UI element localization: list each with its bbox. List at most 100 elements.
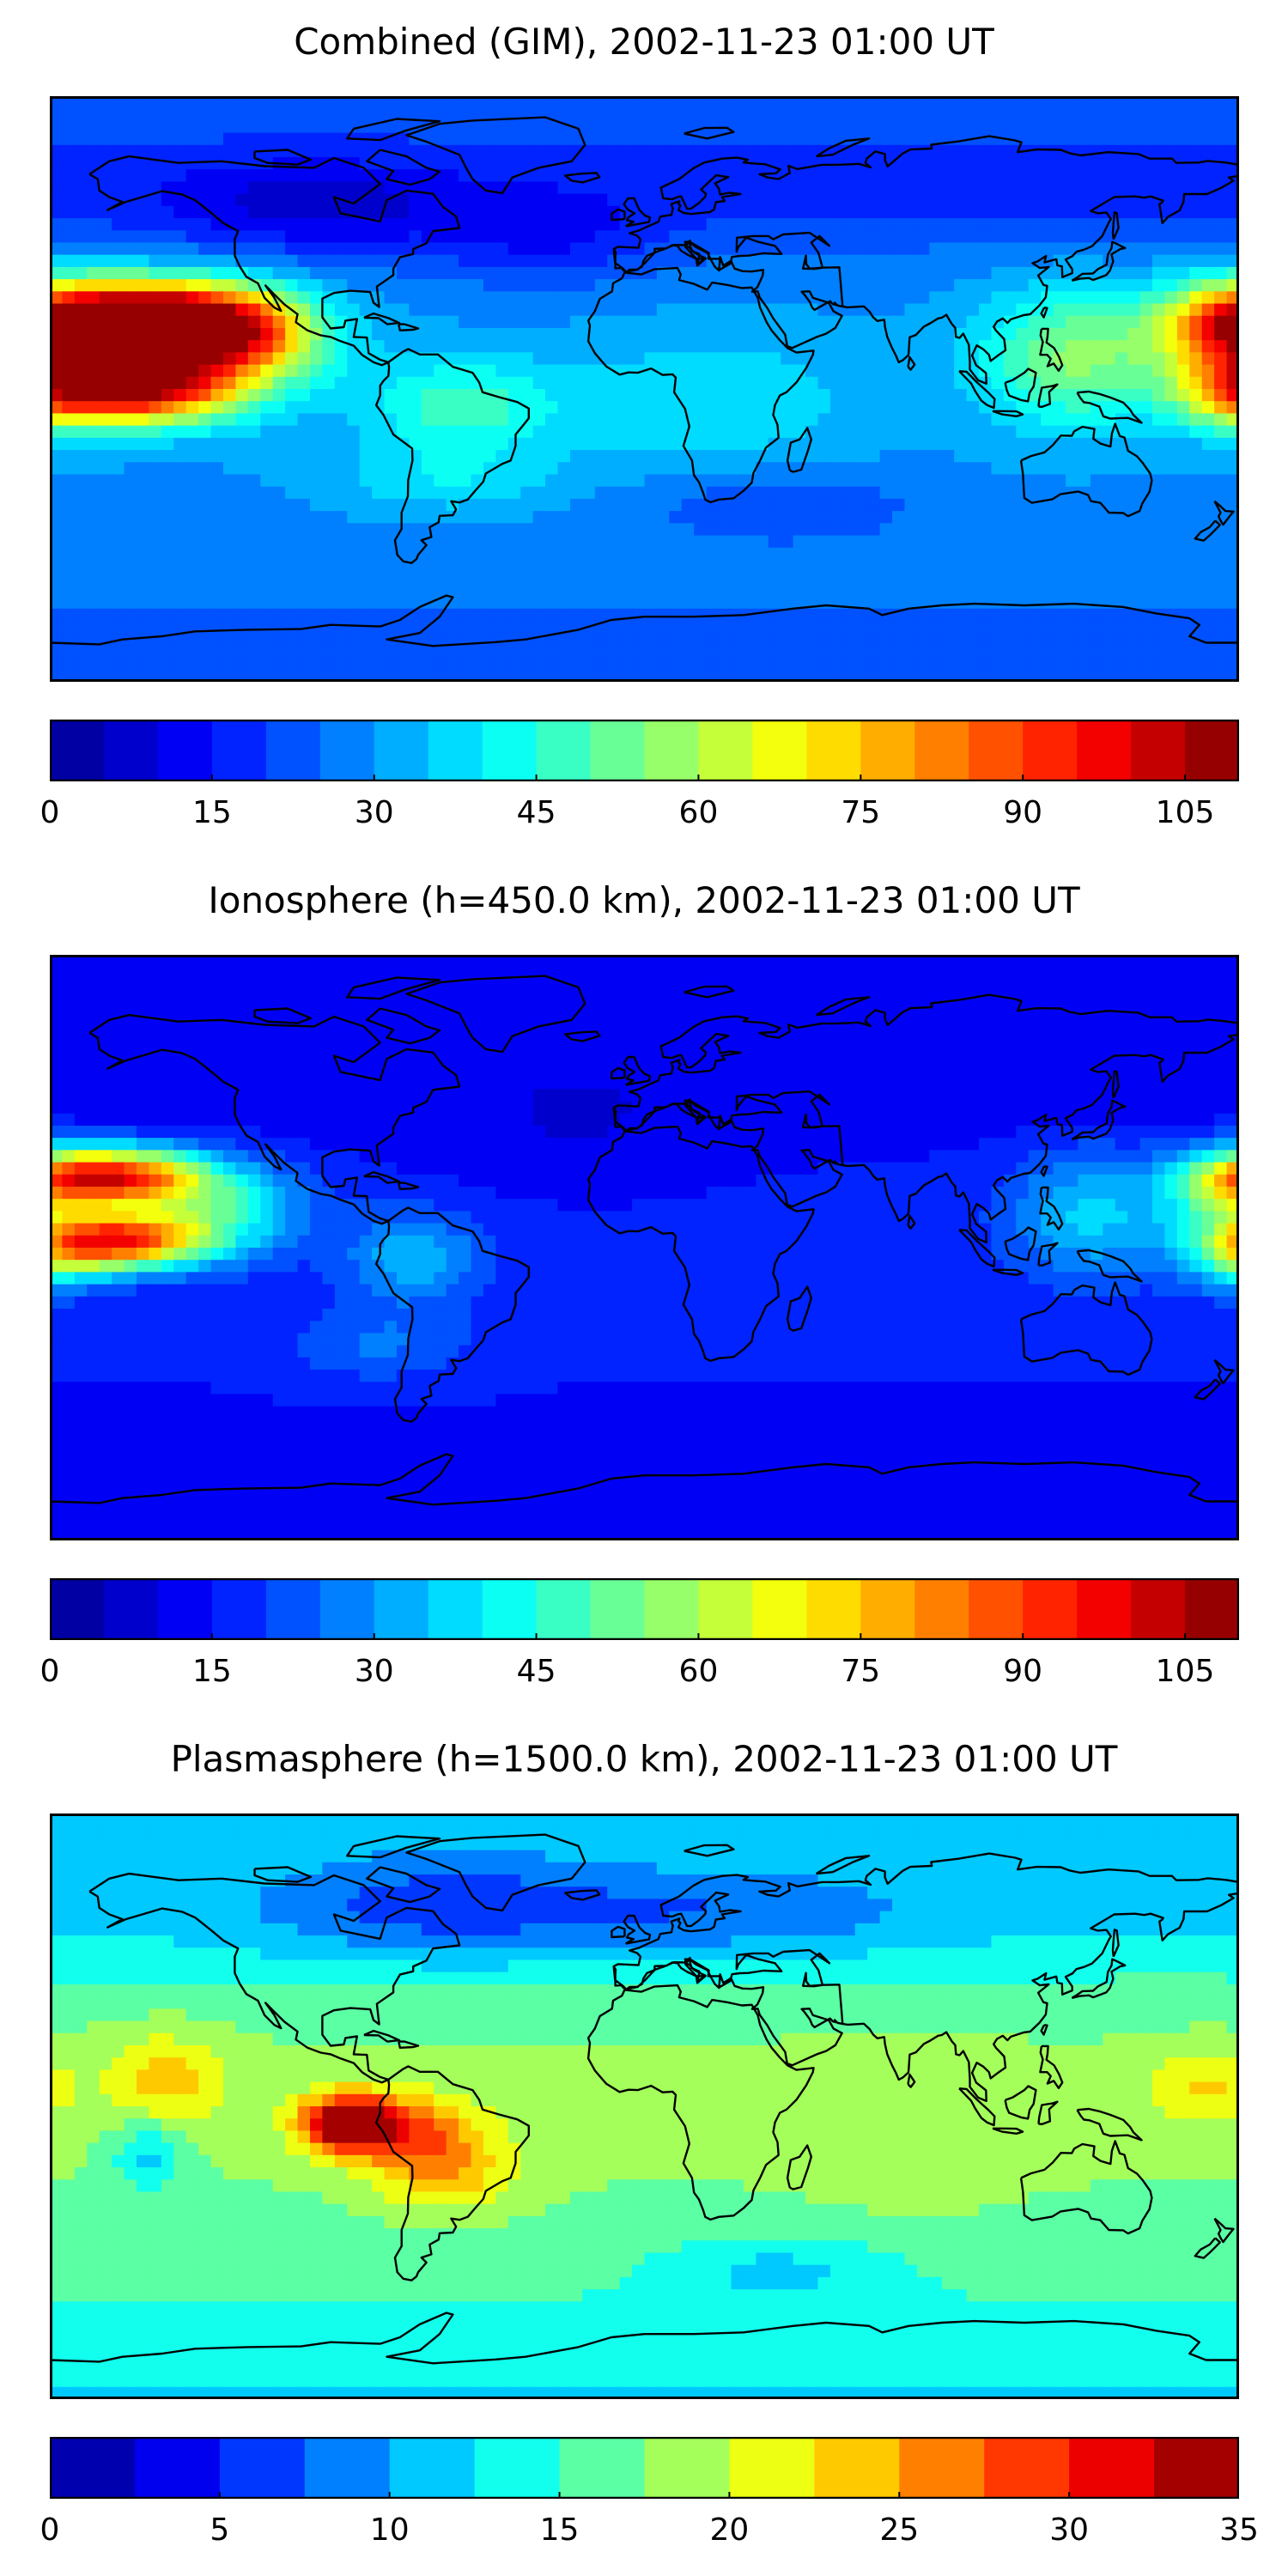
colorbar-combined [50, 720, 1239, 781]
colorbar-swatch [319, 1578, 375, 1640]
coastline [958, 2087, 996, 2127]
colorbar-frame [50, 2437, 1239, 2499]
coastline [88, 155, 461, 367]
coastlines [50, 975, 1239, 1522]
colorbar-swatch [157, 720, 213, 781]
cbar-tick: 35 [1219, 2512, 1259, 2548]
coastline [612, 1852, 1239, 2103]
colorbar-swatch [482, 720, 538, 781]
coastline [363, 312, 401, 325]
colorbar-swatch [428, 1578, 483, 1640]
coastline [1004, 2085, 1037, 2120]
colorbar-swatch [536, 1578, 592, 1640]
colorbar-swatch [914, 1578, 969, 1640]
map-panel-ionosphere: Ionosphere (h=450.0 km), 2002-11-23 01:0… [0, 859, 1288, 1717]
coastline [992, 2127, 1024, 2135]
colorbar-swatch [969, 1578, 1024, 1640]
cbar-tick: 0 [39, 795, 60, 830]
coastline [1039, 327, 1064, 372]
coastline [405, 975, 586, 1054]
cbar-tick: 15 [539, 2512, 580, 2548]
colorbar-swatch [1023, 720, 1078, 781]
coastline [405, 116, 586, 195]
colorbar-swatch [134, 2437, 221, 2499]
colorbar-swatch [1185, 720, 1239, 781]
colorbar-swatch [265, 720, 321, 781]
map-frame [50, 1814, 1239, 2399]
cbar-tick: 105 [1155, 1654, 1215, 1689]
cbar-tick: 30 [354, 1654, 394, 1689]
coastline [623, 197, 652, 228]
colorbar-swatch [103, 1578, 159, 1640]
cbar-tick: 75 [841, 1654, 881, 1689]
coastline [346, 1835, 441, 1859]
colorbar-swatch [374, 720, 429, 781]
coastline [623, 1914, 652, 1945]
colorbar-swatch [319, 720, 375, 781]
tec-field [50, 955, 1239, 1540]
coastline [363, 2029, 401, 2043]
panel-title: Plasmasphere (h=1500.0 km), 2002-11-23 0… [170, 1738, 1118, 1780]
coastline [253, 149, 313, 166]
colorbar-swatch [969, 720, 1024, 781]
coastline [363, 1170, 401, 1184]
coastline [398, 2040, 420, 2049]
coastline [586, 266, 815, 504]
colorbar-frame [50, 720, 1239, 781]
cbar-tick: 15 [191, 795, 232, 830]
tec-field [50, 1814, 1239, 2399]
coastline [1213, 2217, 1235, 2244]
cbar-tick: 0 [39, 1654, 60, 1689]
coastline [1071, 1958, 1127, 1999]
coastline [786, 427, 812, 473]
coastline [992, 410, 1024, 417]
colorbar-swatch [860, 720, 915, 781]
colorbar-plasmasphere [50, 2437, 1239, 2499]
coastline [1037, 383, 1059, 408]
coastline [1076, 1249, 1143, 1283]
coastline [907, 2073, 916, 2088]
coastline [1004, 368, 1037, 403]
coastline [398, 323, 420, 331]
cbar-tick: 45 [516, 795, 556, 830]
coastline [683, 1844, 735, 1857]
tec-map-ionosphere [50, 955, 1239, 1540]
coastline [992, 1268, 1024, 1276]
colorbar-swatch [1131, 720, 1186, 781]
coastline [88, 1872, 461, 2084]
colorbar-swatch [644, 720, 700, 781]
coastline [683, 985, 735, 999]
coastline [1019, 2140, 1153, 2235]
coastline [958, 1229, 996, 1268]
colorbar-swatch [50, 720, 105, 781]
colorbar-swatch [899, 2437, 985, 2499]
cbar-tick: 20 [709, 2512, 750, 2548]
colorbar-swatch [1077, 720, 1132, 781]
colorbar-swatch [482, 1578, 538, 1640]
tec-map-combined [50, 96, 1239, 682]
colorbar-swatch [814, 2437, 900, 2499]
cbar-tick: 15 [191, 1654, 232, 1689]
colorbar-swatch [590, 1578, 646, 1640]
coastline [958, 370, 996, 410]
coastline [366, 149, 441, 186]
coastline [1004, 1226, 1037, 1261]
coastline [1071, 1099, 1127, 1140]
colorbar-swatch [1154, 2437, 1239, 2499]
coastline [1194, 519, 1221, 542]
colorbar-swatch [698, 1578, 753, 1640]
coastline [346, 976, 441, 1000]
colorbar-swatch [219, 2437, 306, 2499]
colorbar-ticks-plasmasphere: 0 5 10 15 20 25 30 35 [40, 2504, 1259, 2548]
colorbar-swatch [1023, 1578, 1078, 1640]
coastline [1019, 1281, 1153, 1376]
colorbar-swatch [428, 720, 483, 781]
coastline [683, 126, 735, 140]
cbar-tick: 90 [1003, 1654, 1043, 1689]
colorbar-swatch [157, 1578, 213, 1640]
panel-title: Ionosphere (h=450.0 km), 2002-11-23 01:0… [208, 879, 1080, 921]
cbar-tick: 30 [354, 795, 394, 830]
cbar-tick: 60 [678, 1654, 719, 1689]
colorbar-swatch [50, 2437, 136, 2499]
coastline [1040, 2024, 1048, 2036]
